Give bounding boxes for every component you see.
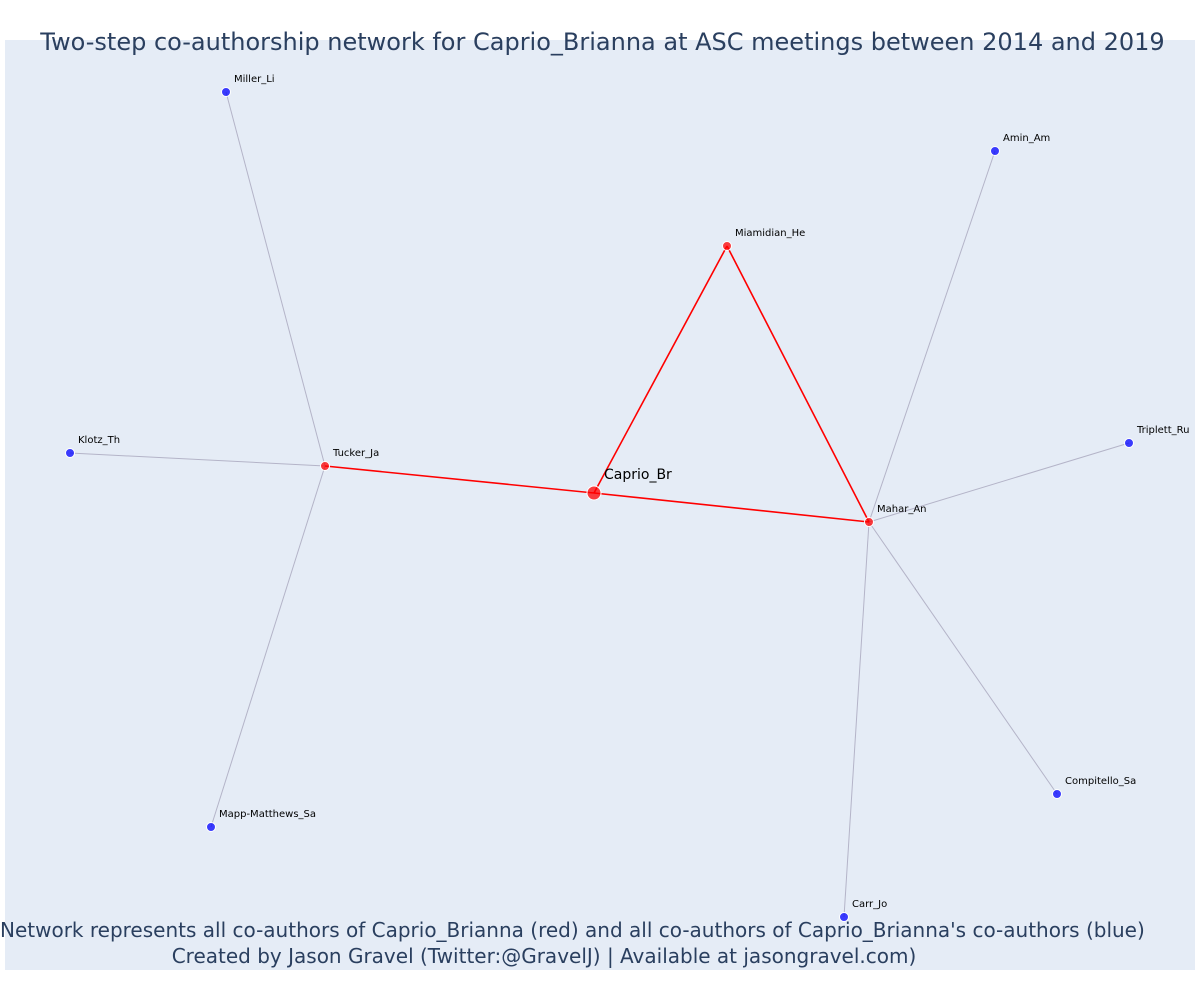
node-label-amin-am: Amin_Am [1003,133,1050,144]
node-label-miller-li: Miller_Li [234,74,275,85]
node-miamidian-he[interactable] [722,241,732,251]
node-label-compitello-sa: Compitello_Sa [1065,776,1136,787]
edges-layer [69,91,1130,918]
edge-mahar-an-carr-jo [843,521,870,918]
node-mahar-an[interactable] [864,517,874,527]
nodes-layer [65,87,1134,922]
edge-mahar-an-triplett-ru [868,442,1130,523]
node-label-miamidian-he: Miamidian_He [735,228,805,239]
plot-area [5,40,1195,970]
node-carr-jo[interactable] [839,912,849,922]
node-compitello-sa[interactable] [1052,789,1062,799]
footnote-credit: Created by Jason Gravel (Twitter:@Gravel… [171,944,917,968]
edge-miamidian-he-mahar-an [726,245,870,523]
node-miller-li[interactable] [221,87,231,97]
edge-mahar-an-compitello-sa [868,521,1058,795]
node-label-mapp-matthews-sa: Mapp-Matthews_Sa [219,809,316,820]
edge-caprio-br-mahar-an [593,492,870,523]
chart-title: Two-step co-authorship network for Capri… [40,28,1165,56]
node-caprio-br[interactable] [586,485,602,501]
node-mapp-matthews-sa[interactable] [206,822,216,832]
edge-tucker-ja-miller-li [225,91,326,467]
edge-caprio-br-miamidian-he [593,245,728,494]
node-triplett-ru[interactable] [1124,438,1134,448]
labels-layer: Caprio_Br Miamidian_He Tucker_Ja Mahar_An Mi… [78,74,1190,910]
node-klotz-th[interactable] [65,448,75,458]
node-label-caprio-br: Caprio_Br [604,467,672,483]
footnote-description: Network represents all co-authors of Cap… [0,918,1145,942]
node-label-klotz-th: Klotz_Th [78,435,120,446]
node-label-tucker-ja: Tucker_Ja [332,448,379,459]
edge-tucker-ja-klotz-th [69,452,326,467]
node-amin-am[interactable] [990,146,1000,156]
node-label-triplett-ru: Triplett_Ru [1136,425,1190,436]
node-label-mahar-an: Mahar_An [877,504,927,515]
edge-mahar-an-amin-am [868,150,996,523]
edge-caprio-br-tucker-ja [324,465,595,494]
node-label-carr-jo: Carr_Jo [852,899,887,910]
edge-tucker-ja-mapp-matthews-sa [210,465,326,828]
node-tucker-ja[interactable] [320,461,330,471]
